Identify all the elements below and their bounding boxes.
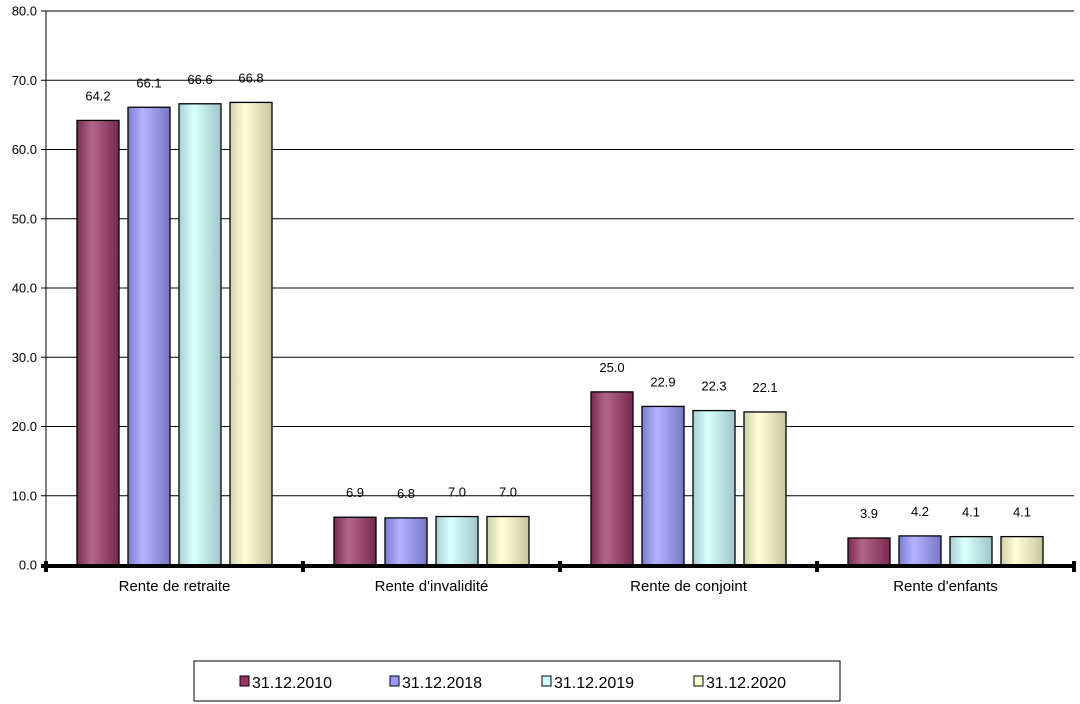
data-label: 3.9 [860, 506, 878, 521]
y-tick-label: 20.0 [12, 419, 37, 434]
y-tick-label: 0.0 [19, 558, 37, 573]
data-label: 66.6 [187, 72, 212, 87]
x-category-label: Rente de retraite [119, 578, 231, 595]
bar [178, 103, 222, 566]
bar [76, 119, 120, 566]
bar [590, 391, 634, 566]
data-label: 7.0 [448, 485, 466, 500]
y-tick-label: 10.0 [12, 488, 37, 503]
bar [949, 535, 993, 566]
data-label: 22.3 [701, 379, 726, 394]
y-tick-label: 60.0 [12, 142, 37, 157]
bar [898, 535, 942, 566]
legend-swatch [239, 675, 250, 687]
bar [641, 405, 685, 566]
legend-swatch [693, 675, 704, 687]
data-label: 6.9 [346, 485, 364, 500]
x-category-label: Rente d'enfants [893, 578, 998, 595]
y-tick-label: 30.0 [12, 350, 37, 365]
data-label: 6.8 [397, 486, 415, 501]
legend-swatch [389, 675, 400, 687]
data-label: 22.9 [650, 374, 675, 389]
data-label: 4.2 [911, 504, 929, 519]
y-axis: 0.0 10.0 20.0 30.0 40.0 50.0 60.0 70.0 80.0 [12, 4, 47, 573]
bar [435, 515, 479, 566]
bar [743, 411, 787, 566]
data-labels: 64.2 66.1 66.6 66.8 6.9 6.8 7.0 7.0 25.0 22.9 22.3… [85, 70, 1031, 521]
y-tick-label: 50.0 [12, 211, 37, 226]
data-label: 4.1 [1013, 505, 1031, 520]
y-tick-label: 80.0 [12, 4, 37, 19]
legend-label: 31.12.2018 [402, 675, 482, 692]
data-label: 25.0 [599, 360, 624, 375]
legend-label: 31.12.2010 [252, 675, 332, 692]
data-label: 22.1 [752, 380, 777, 395]
legend: 31.12.2010 31.12.2018 31.12.2019 31.12.2020 [193, 660, 841, 702]
data-label: 66.1 [136, 75, 161, 90]
y-tick-label: 40.0 [12, 281, 37, 296]
legend-label: 31.12.2019 [554, 675, 634, 692]
bar [847, 537, 891, 566]
y-tick-label: 70.0 [12, 73, 37, 88]
x-category-label: Rente d'invalidité [375, 578, 489, 595]
legend-label: 31.12.2020 [706, 675, 786, 692]
bar [333, 516, 377, 566]
data-label: 4.1 [962, 505, 980, 520]
bar [127, 106, 171, 566]
data-label: 7.0 [499, 485, 517, 500]
data-label: 64.2 [85, 88, 110, 103]
bar [486, 515, 530, 566]
bar [1000, 535, 1044, 566]
bar [384, 517, 428, 566]
x-axis: Rente de retraite Rente d'invalidité Rente… [41, 561, 1076, 595]
legend-swatch [541, 675, 552, 687]
x-category-label: Rente de conjoint [630, 578, 748, 595]
bar [692, 409, 736, 566]
data-label: 66.8 [238, 70, 263, 85]
bar [229, 101, 273, 566]
bars [76, 101, 1044, 566]
legend-box [193, 660, 841, 702]
